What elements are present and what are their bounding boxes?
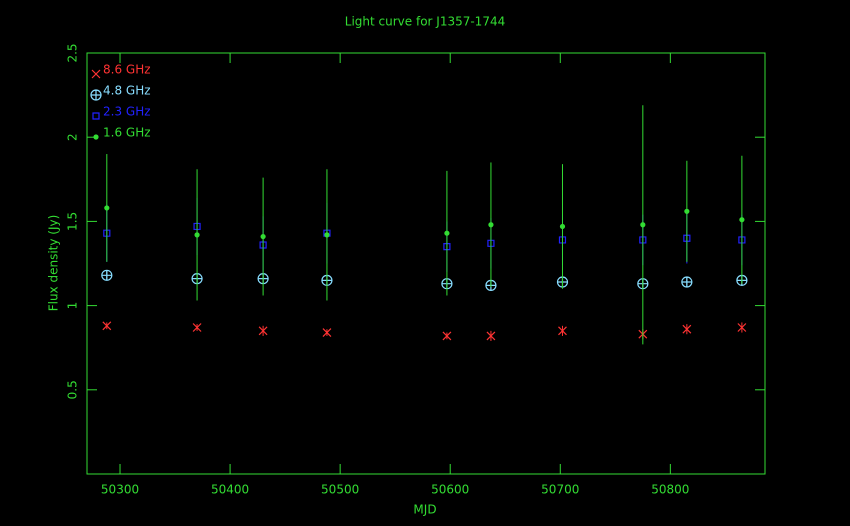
marker bbox=[487, 239, 495, 247]
marker bbox=[738, 236, 746, 244]
marker bbox=[684, 208, 690, 214]
y-tick-label: 0.5 bbox=[66, 380, 80, 399]
marker bbox=[101, 269, 113, 281]
marker bbox=[559, 223, 566, 230]
marker bbox=[324, 232, 330, 238]
marker bbox=[488, 222, 494, 228]
marker bbox=[102, 321, 112, 331]
chart-title: Light curve for J1357-1744 bbox=[345, 15, 505, 29]
legend-label: 2.3 GHz bbox=[103, 105, 151, 119]
x-tick-label: 50600 bbox=[431, 483, 469, 497]
plot-frame bbox=[86, 52, 766, 475]
marker bbox=[640, 222, 646, 228]
marker bbox=[323, 229, 331, 237]
marker bbox=[682, 324, 692, 334]
y-axis-label: Flux density (Jy) bbox=[47, 215, 61, 312]
x-axis-label: MJD bbox=[413, 503, 436, 517]
marker bbox=[443, 243, 451, 251]
marker bbox=[442, 331, 452, 341]
legend-marker bbox=[93, 134, 99, 140]
marker bbox=[444, 230, 450, 236]
marker bbox=[639, 236, 647, 244]
y-tick-label: 1 bbox=[66, 302, 80, 310]
marker bbox=[194, 232, 200, 238]
legend-label: 1.6 GHz bbox=[103, 126, 151, 140]
y-tick-label: 1.5 bbox=[66, 212, 80, 231]
marker bbox=[259, 241, 267, 249]
x-tick-label: 50400 bbox=[211, 483, 249, 497]
marker bbox=[193, 222, 201, 231]
marker bbox=[739, 217, 745, 223]
marker bbox=[192, 323, 202, 332]
x-tick-label: 50800 bbox=[651, 483, 689, 497]
marker bbox=[558, 236, 567, 244]
legend-marker bbox=[90, 89, 102, 101]
marker bbox=[322, 328, 332, 337]
y-tick-label: 2.5 bbox=[66, 43, 80, 62]
legend-marker bbox=[92, 112, 100, 120]
x-tick-label: 50500 bbox=[321, 483, 359, 497]
y-tick-label: 2 bbox=[66, 133, 80, 141]
marker bbox=[558, 326, 567, 336]
marker bbox=[103, 229, 111, 237]
legend-label: 4.8 GHz bbox=[103, 84, 151, 98]
marker bbox=[258, 326, 268, 336]
marker bbox=[683, 234, 691, 242]
marker bbox=[681, 276, 693, 288]
x-tick-label: 50300 bbox=[101, 483, 139, 497]
legend-marker bbox=[91, 69, 101, 79]
legend-label: 8.6 GHz bbox=[103, 63, 151, 77]
marker bbox=[260, 233, 266, 240]
marker bbox=[737, 323, 747, 332]
x-tick-label: 50700 bbox=[541, 483, 579, 497]
marker bbox=[104, 205, 110, 211]
marker bbox=[486, 331, 496, 341]
